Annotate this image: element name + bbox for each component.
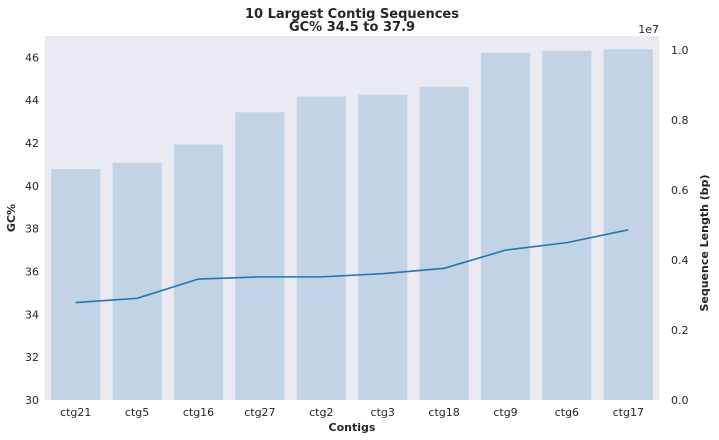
line-group: [75, 228, 629, 304]
x-axis-label: Contigs: [329, 421, 376, 434]
bar-ctg2: [296, 96, 346, 401]
y2-axis-label: Sequence Length (bp): [698, 174, 711, 311]
x-tick-label: ctg27: [244, 406, 275, 419]
bar-ctg16: [173, 144, 224, 400]
x-tick-label: ctg17: [613, 406, 644, 419]
bar-ctg5: [112, 162, 162, 400]
y-tick-label: 32: [25, 351, 39, 364]
y-tick-label: 42: [25, 137, 39, 150]
x-tick-label: ctg2: [309, 406, 333, 419]
x-tick-label: ctg16: [183, 406, 214, 419]
y2-tick-label: 0.2: [671, 324, 689, 337]
y2-tick-label: 0.6: [671, 184, 689, 197]
y-axis-label: GC%: [5, 204, 18, 232]
x-tick-label: ctg5: [125, 406, 149, 419]
y-tick-label: 34: [25, 308, 39, 321]
y-tick-label: 36: [25, 266, 39, 279]
bar-ctg3: [358, 94, 408, 401]
bar-ctg18: [419, 86, 469, 400]
bar-ctg21: [51, 169, 101, 400]
y2-tick-label: 0.4: [671, 254, 689, 267]
x-tick-label: ctg3: [371, 406, 395, 419]
bar-ctg17: [603, 49, 653, 401]
x-tick-label: ctg18: [428, 406, 459, 419]
bar-ctg9: [480, 52, 531, 401]
y-tick-label: 38: [25, 223, 39, 236]
x-tick-label: ctg6: [555, 406, 579, 419]
y2-tick-labels: 0.0 0.2 0.4 0.6 0.8 1.0: [671, 44, 689, 407]
gc-line: [75, 228, 629, 304]
bar-ctg6: [542, 50, 592, 400]
y2-axis-multiplier: 1e7: [638, 23, 659, 36]
chart-subtitle: GC% 34.5 to 37.9: [289, 20, 415, 35]
bar-ctg27: [235, 112, 285, 401]
y-tick-label: 30: [25, 394, 39, 407]
bar-group: [51, 49, 653, 401]
chart-title: 10 Largest Contig Sequences: [245, 7, 459, 22]
y2-tick-label: 0.0: [671, 394, 689, 407]
y-tick-labels: 30 32 34 36 38 40 42 44 46: [25, 51, 39, 407]
x-tick-label: ctg21: [60, 406, 91, 419]
y-tick-label: 44: [25, 94, 39, 107]
y-tick-label: 46: [25, 51, 39, 64]
x-tick-labels: ctg21 ctg5 ctg16 ctg27 ctg2 ctg3 ctg18 ctg9 ctg6…: [60, 406, 644, 419]
y2-tick-label: 0.8: [671, 114, 689, 127]
y-tick-label: 40: [25, 180, 39, 193]
x-tick-label: ctg9: [493, 406, 517, 419]
y2-tick-label: 1.0: [671, 44, 689, 57]
